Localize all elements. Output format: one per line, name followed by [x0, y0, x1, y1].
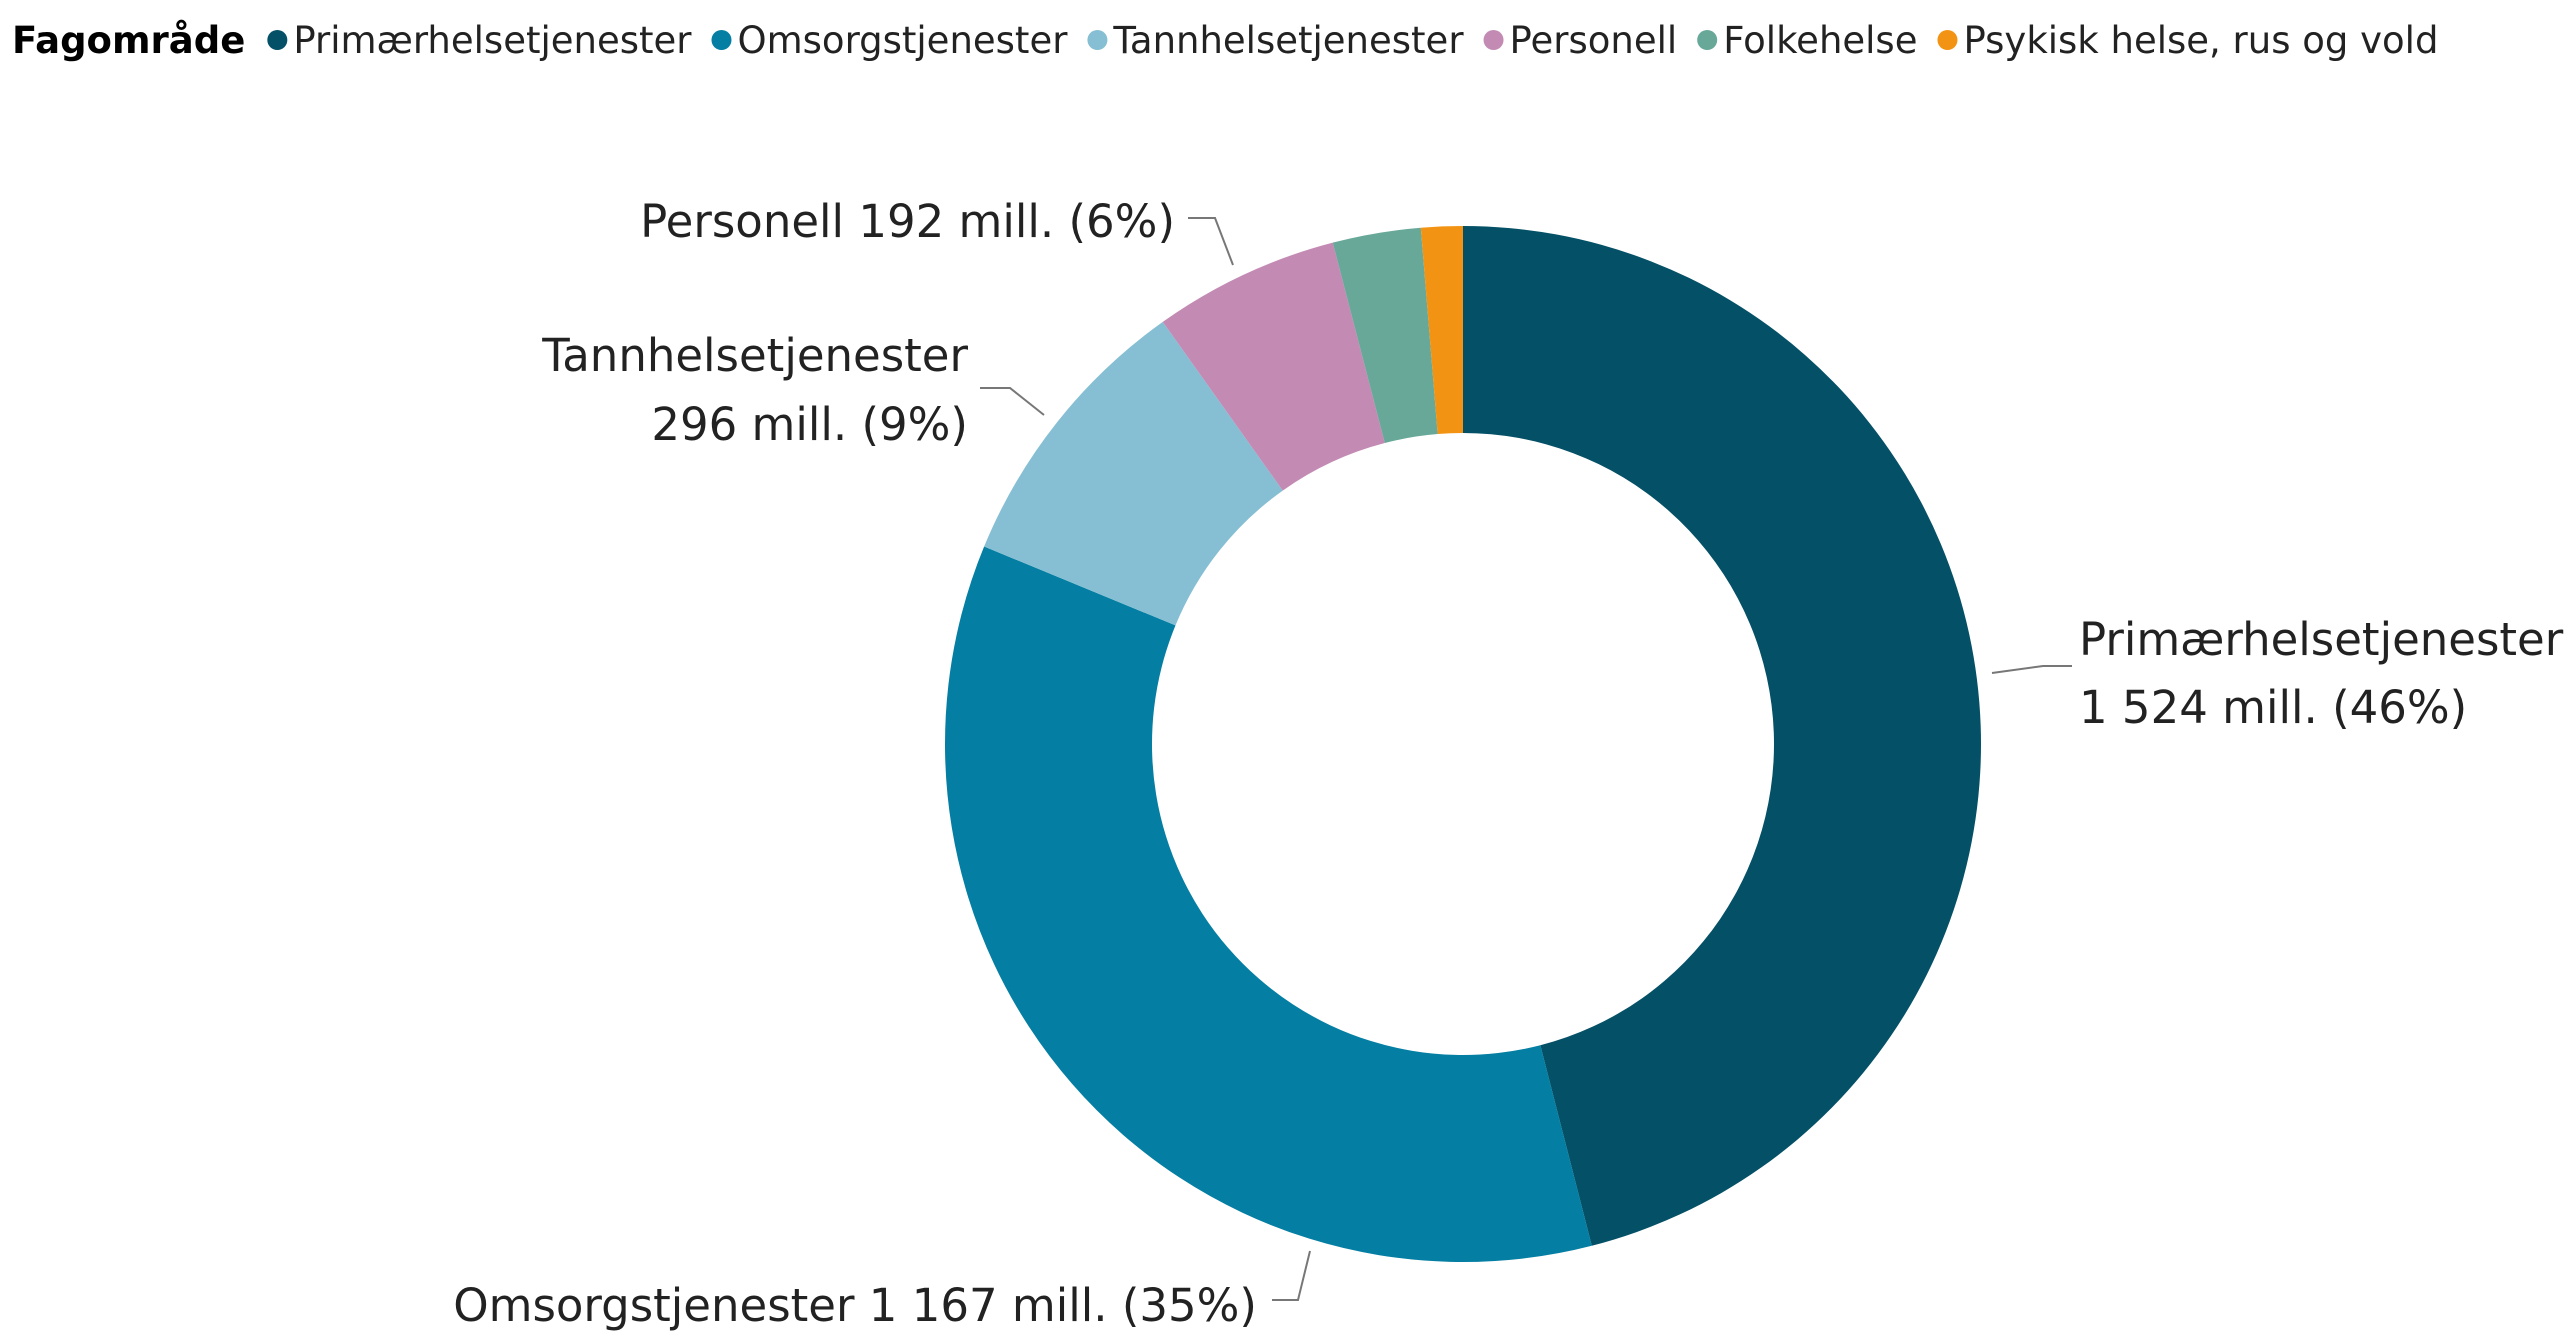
- data-label-tannhelsetjenester: 296 mill. (9%): [651, 398, 968, 451]
- data-label-tannhelsetjenester: Tannhelsetjenester: [541, 329, 968, 382]
- slice-personell[interactable]: [1162, 242, 1385, 491]
- legend-title: Fagområde: [12, 19, 245, 62]
- legend-marker-psykisk-helse-rus-og-vold: [1937, 30, 1958, 50]
- legend-marker-omsorgstjenester: [711, 30, 732, 50]
- legend-marker-tannhelsetjenester: [1087, 30, 1108, 50]
- legend-item-primaerhelsetjenester[interactable]: Primærhelsetjenester: [293, 19, 692, 62]
- leader-line-primaerhelsetjenester: [1991, 665, 2072, 674]
- legend-item-tannhelsetjenester[interactable]: Tannhelsetjenester: [1112, 19, 1464, 62]
- legend-item-psykisk-helse-rus-og-vold[interactable]: Psykisk helse, rus og vold: [1963, 19, 2438, 62]
- legend-marker-personell: [1483, 30, 1504, 50]
- slice-tannhelsetjenester[interactable]: [984, 321, 1283, 626]
- slice-psykisk-helse-rus-og-vold[interactable]: [1420, 226, 1463, 435]
- slices: [944, 226, 1981, 1262]
- data-label-primaerhelsetjenester: 1 524 mill. (46%): [2079, 681, 2467, 734]
- legend: Fagområde Primærhelsetjenester Omsorgstje…: [12, 19, 2438, 62]
- slice-folkehelse[interactable]: [1332, 227, 1438, 443]
- leader-line-omsorgstjenester: [1272, 1250, 1311, 1301]
- leader-line-tannhelsetjenester: [980, 387, 1045, 416]
- data-label-primaerhelsetjenester: Primærhelsetjenester: [2079, 613, 2564, 666]
- legend-marker-folkehelse: [1697, 30, 1718, 50]
- data-label-omsorgstjenester: Omsorgstjenester 1 167 mill. (35%): [453, 1279, 1257, 1332]
- legend-item-omsorgstjenester[interactable]: Omsorgstjenester: [737, 19, 1068, 62]
- slice-omsorgstjenester[interactable]: [944, 546, 1592, 1262]
- legend-item-personell[interactable]: Personell: [1510, 19, 1678, 62]
- legend-item-folkehelse[interactable]: Folkehelse: [1723, 19, 1917, 62]
- leader-line-personell: [1188, 217, 1234, 266]
- data-label-personell: Personell 192 mill. (6%): [640, 195, 1175, 248]
- slice-primaerhelsetjenester[interactable]: [1463, 226, 1981, 1246]
- legend-marker-primaerhelsetjenester: [267, 30, 288, 50]
- data-labels: Primærhelsetjenester 1 524 mill. (46%) Oms…: [453, 195, 2564, 1332]
